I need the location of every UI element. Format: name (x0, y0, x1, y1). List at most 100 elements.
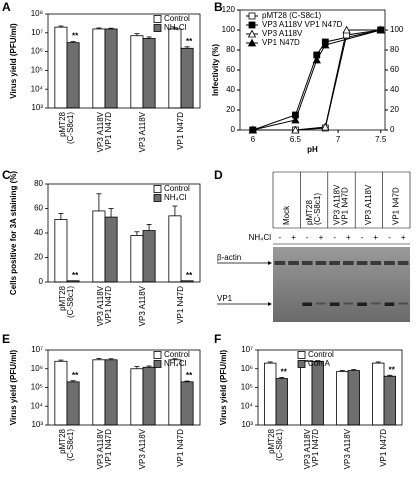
legend-swatch (153, 15, 162, 23)
legend-swatch (297, 351, 306, 359)
y-tick-label: 10³ (31, 420, 43, 429)
y-tick-label: 10⁷ (31, 28, 43, 37)
bar (92, 359, 106, 426)
band (384, 261, 395, 265)
plot-frame (47, 183, 201, 283)
band (302, 302, 313, 306)
bar (168, 28, 182, 109)
x-tick-label: 6 (251, 135, 256, 144)
plot-frame (47, 13, 201, 109)
bar (264, 362, 277, 426)
x-tick-label: 7.5 (375, 135, 387, 144)
annotation: ** (389, 365, 396, 374)
y-tick-label: 10⁴ (31, 84, 44, 93)
bar (54, 360, 68, 426)
x-tick-label: pMT28 (58, 111, 67, 136)
x-tick-label: (C-S8c1) (275, 429, 284, 461)
lane-label: pMT28 (305, 200, 314, 225)
y-axis-label: Virus yield (PFU/ml) (9, 23, 18, 99)
band (288, 261, 299, 265)
y-tick-label: 40 (226, 85, 235, 94)
band (397, 261, 409, 265)
legend-label: VP3 A118V (262, 29, 303, 38)
legend-label: Control (164, 350, 190, 359)
marker (247, 38, 257, 47)
lane-label: VP3 A118V (364, 184, 373, 225)
x-tick-label: VP1 N47D (104, 112, 113, 150)
y2-tick-label: 0 (390, 125, 395, 134)
bar (347, 370, 360, 426)
x-tick-label: VP1 N47D (379, 429, 388, 467)
marker (291, 125, 300, 134)
y-tick-label: 100 (222, 25, 236, 34)
y-tick-label: 80 (34, 179, 43, 188)
band (357, 302, 367, 306)
y-tick-label: 10⁵ (31, 383, 43, 392)
panel-letter: C (2, 168, 11, 182)
x-tick-label: VP3 A118V (303, 428, 312, 469)
x-tick-label: VP3 A118V (96, 428, 105, 469)
legend-label: NH₄Cl (164, 193, 187, 202)
y-tick-label: 120 (222, 5, 236, 14)
y-tick-label: 10⁸ (31, 9, 43, 18)
band (370, 302, 381, 305)
bar (104, 359, 118, 426)
y-tick-label: 10⁴ (31, 401, 44, 410)
treatment-mark: + (373, 233, 378, 242)
marker (312, 55, 321, 64)
marker (247, 29, 257, 38)
marker (376, 25, 385, 34)
band (274, 261, 286, 265)
annotation: ** (186, 371, 193, 380)
y2-tick-label: 20 (390, 105, 399, 114)
marker (342, 25, 351, 34)
bar (104, 28, 118, 109)
panel-letter: A (2, 0, 11, 14)
panel-letter: E (2, 332, 10, 346)
marker (321, 122, 330, 131)
legend-swatch (153, 360, 162, 368)
band (356, 261, 368, 265)
x-tick-label: (C-S8c1) (66, 429, 75, 461)
y-tick-label: 60 (34, 204, 43, 213)
panel-letter: B (214, 0, 223, 14)
annotation: ** (72, 32, 79, 41)
band-label: β-actin (217, 253, 241, 262)
x-tick-label: VP3 A118V (343, 428, 352, 469)
y-tick-label: 10³ (241, 420, 253, 429)
band (343, 261, 354, 265)
y-tick-label: 20 (226, 105, 235, 114)
y-tick-label: 10⁶ (31, 364, 43, 373)
y-tick-label: 60 (226, 65, 235, 74)
gel (273, 247, 410, 322)
bar (130, 35, 144, 109)
x-tick-label: VP3 A118V (96, 285, 105, 326)
bar (92, 210, 106, 283)
legend-label: NH₄Cl (164, 23, 187, 32)
treatment-mark: - (306, 233, 309, 242)
y-tick-label: 10⁵ (241, 383, 253, 392)
bar (66, 381, 80, 426)
y-tick-label: 10⁷ (31, 345, 43, 354)
y-tick-label: 10⁶ (31, 47, 43, 56)
x-tick-label: pMT28 (58, 285, 67, 310)
legend-swatch (297, 360, 306, 368)
treatment-mark: + (291, 233, 296, 242)
y-axis-label: Cells positive for 3A staining (%) (9, 171, 18, 296)
band-label: VP1 (217, 294, 233, 303)
marker (321, 40, 330, 49)
legend-swatch (153, 185, 162, 193)
plot-frame (257, 349, 403, 426)
lane-label: VP3 A118V (333, 184, 342, 225)
x-tick-label: pMT28 (58, 428, 67, 453)
annotation: ** (72, 371, 79, 380)
bar (180, 47, 194, 109)
panel-letter: F (214, 332, 221, 346)
plot-frame (239, 9, 386, 131)
y-tick-label: 0 (231, 125, 236, 134)
legend-label: Control (164, 184, 190, 193)
y-axis-label: Virus yield (PFU/ml) (219, 349, 228, 425)
y2-tick-label: 40 (390, 85, 399, 94)
bar (300, 360, 313, 426)
